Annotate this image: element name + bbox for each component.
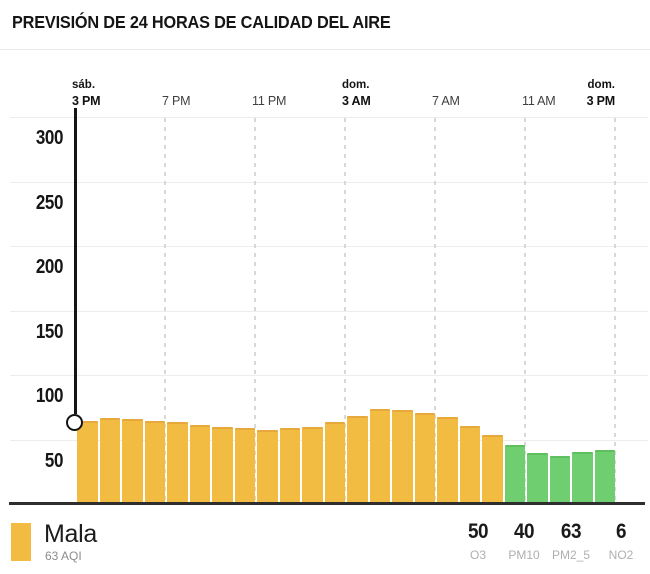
y-gridline-250 (10, 181, 648, 183)
aqi-bar-3pm[interactable] (77, 421, 98, 504)
hour-label: 7 AM (432, 94, 460, 108)
aqi-bar-4pm[interactable] (99, 418, 120, 504)
vertical-dashed-gridline (164, 118, 166, 504)
y-axis-label-150: 150 (35, 320, 64, 343)
aqi-bar-1pm[interactable] (572, 452, 593, 504)
y-axis-label-100: 100 (35, 385, 64, 407)
vertical-dashed-gridline (254, 118, 256, 504)
aqi-bar-9pm[interactable] (212, 427, 233, 504)
aqi-bar-3am[interactable] (347, 416, 368, 504)
hour-label: 3 AM (342, 94, 371, 108)
hour-label: 11 AM (522, 94, 556, 108)
day-label: sáb. (72, 79, 96, 91)
legend-color-swatch (11, 523, 31, 561)
vertical-dashed-gridline (344, 118, 346, 504)
aqi-bar-7pm[interactable] (167, 422, 188, 504)
aqi-bar-2am[interactable] (324, 422, 345, 504)
aqi-bar-7am[interactable] (437, 417, 458, 504)
pollutant-o3: 50 O3 (467, 519, 489, 562)
y-gridline-100 (10, 375, 648, 376)
aqi-bar-8am[interactable] (459, 426, 480, 504)
aqi-bar-9am[interactable] (482, 435, 503, 504)
day-label: dom. (587, 79, 615, 91)
aqi-bar-2pm[interactable] (594, 450, 615, 504)
y-axis-label-300: 300 (35, 127, 64, 149)
y-gridline-200 (10, 246, 648, 247)
x-axis-baseline (9, 502, 645, 505)
aqi-bar-11pm[interactable] (257, 430, 278, 504)
pollutant-label: O3 (469, 548, 487, 562)
pollutant-pm2_5: 63 PM2_5 (552, 519, 590, 562)
aqi-bar-5am[interactable] (392, 410, 413, 504)
y-axis-label-250: 250 (35, 191, 64, 214)
pollutant-value: 6 (615, 520, 627, 543)
aqi-bar-8pm[interactable] (189, 425, 210, 504)
aqi-bar-6pm[interactable] (144, 421, 165, 504)
pollutant-no2: 6 NO2 (609, 519, 634, 562)
vertical-dashed-gridline (434, 118, 436, 504)
aqi-bar-12pm[interactable] (549, 456, 570, 504)
aqi-bar-10am[interactable] (504, 445, 525, 504)
aqi-bar-11am[interactable] (527, 453, 548, 504)
legend-category-label: Mala (44, 520, 97, 548)
pollutant-pm10: 40 PM10 (508, 519, 539, 562)
pollutant-label: PM2_5 (551, 548, 591, 562)
aqi-bar-1am[interactable] (302, 427, 323, 504)
day-label: dom. (342, 79, 370, 91)
aqi-bar-6am[interactable] (414, 413, 435, 504)
current-time-line (74, 108, 77, 414)
vertical-dashed-gridline (524, 118, 526, 504)
pollutant-value: 63 (560, 520, 582, 543)
current-value-marker (66, 413, 83, 431)
legend-aqi-value: 63 AQI (45, 549, 82, 563)
aqi-bar-10pm[interactable] (234, 428, 255, 504)
aqi-bar-5pm[interactable] (122, 419, 143, 504)
aqi-bar-12am[interactable] (279, 428, 300, 504)
bar-series (77, 117, 615, 504)
title-divider (0, 49, 650, 50)
y-gridline-150 (10, 310, 648, 312)
hour-label: 11 PM (252, 94, 287, 108)
hour-label: 7 PM (162, 94, 191, 108)
pollutant-value: 50 (467, 520, 489, 543)
page-title: PREVISIÓN DE 24 HORAS DE CALIDAD DEL AIR… (12, 12, 391, 32)
hour-label: 3 PM (586, 94, 616, 108)
pollutant-value: 40 (513, 520, 535, 543)
pollutant-label: PM10 (508, 548, 540, 562)
aqi-bar-4am[interactable] (369, 409, 390, 504)
vertical-dashed-gridline (614, 118, 616, 504)
y-axis-label-50: 50 (44, 449, 63, 472)
hour-label: 3 PM (72, 94, 101, 108)
y-axis-label-200: 200 (35, 256, 64, 278)
y-gridline-300 (10, 117, 648, 118)
pollutant-label: NO2 (608, 548, 634, 562)
